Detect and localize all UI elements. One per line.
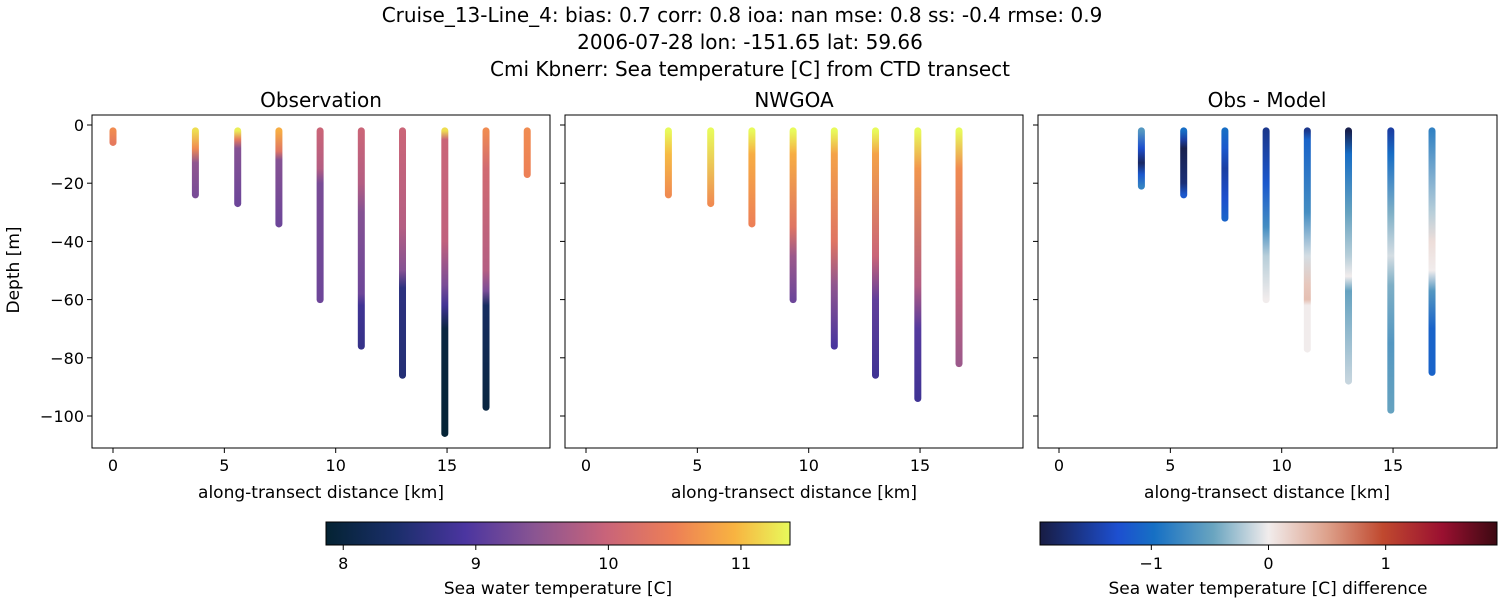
axes-frame xyxy=(91,114,551,449)
x-axis-label-observation: along-transect distance [km] xyxy=(198,483,444,503)
x-tick-label: 15 xyxy=(437,456,457,475)
x-tick-label: 0 xyxy=(1054,456,1064,475)
y-tick-label: −80 xyxy=(50,349,84,368)
colorbar-gradient xyxy=(1039,521,1498,546)
panel-obs-model: 0 5 10 15 xyxy=(1033,114,1498,475)
x-tick-label: 10 xyxy=(799,456,819,475)
colorbar-tick-label: 11 xyxy=(731,554,751,573)
title-line-1: Cruise_13-Line_4: bias: 0.7 corr: 0.8 io… xyxy=(382,3,1103,27)
colorbar-label-difference: Sea water temperature [C] difference xyxy=(1108,579,1427,599)
title-line-3: Cmi Kbnerr: Sea temperature [C] from CTD… xyxy=(490,57,1010,81)
colorbar-tick-label: −1 xyxy=(1140,554,1164,573)
x-tick-label: 5 xyxy=(692,456,702,475)
y-tick-label: −60 xyxy=(50,291,84,310)
panel-title-nwgoa: NWGOA xyxy=(754,88,834,112)
x-tick-label: 15 xyxy=(910,456,930,475)
x-axis-label-nwgoa: along-transect distance [km] xyxy=(671,483,917,503)
axes-frame xyxy=(564,114,1024,449)
x-tick-label: 0 xyxy=(108,456,118,475)
x-tick-label: 5 xyxy=(219,456,229,475)
y-tick-label: 0 xyxy=(74,116,84,135)
colorbar-tick-label: 9 xyxy=(471,554,481,573)
x-tick-label: 5 xyxy=(1165,456,1175,475)
colorbar-tick-label: 0 xyxy=(1263,554,1273,573)
panel-nwgoa: 0 5 10 15 xyxy=(560,114,1024,475)
colorbar-tick-label: 1 xyxy=(1381,554,1391,573)
y-tick-label: −100 xyxy=(40,407,84,426)
colorbar-tick-label: 8 xyxy=(338,554,348,573)
y-tick-label: −40 xyxy=(50,232,84,251)
colorbar-label-temperature: Sea water temperature [C] xyxy=(444,579,672,599)
x-tick-label: 0 xyxy=(581,456,591,475)
colorbar-difference: −1 0 1 xyxy=(1039,521,1498,573)
colorbar-temperature: 8 9 10 11 xyxy=(325,521,791,573)
x-tick-label: 15 xyxy=(1383,456,1403,475)
y-axis-label: Depth [m] xyxy=(4,226,24,313)
panel-title-observation: Observation xyxy=(260,88,382,112)
colorbar-gradient xyxy=(325,521,791,546)
panel-observation: 0 5 10 15 0 −20 −40 −60 −80 −100 xyxy=(40,114,551,475)
axes-frame xyxy=(1037,114,1498,449)
x-axis-label-obs-model: along-transect distance [km] xyxy=(1144,483,1390,503)
y-tick-label: −20 xyxy=(50,174,84,193)
title-line-2: 2006-07-28 lon: -151.65 lat: 59.66 xyxy=(577,30,923,54)
panel-title-obs-model: Obs - Model xyxy=(1208,88,1327,112)
x-tick-label: 10 xyxy=(326,456,346,475)
colorbar-tick-label: 10 xyxy=(598,554,618,573)
x-tick-label: 10 xyxy=(1272,456,1292,475)
